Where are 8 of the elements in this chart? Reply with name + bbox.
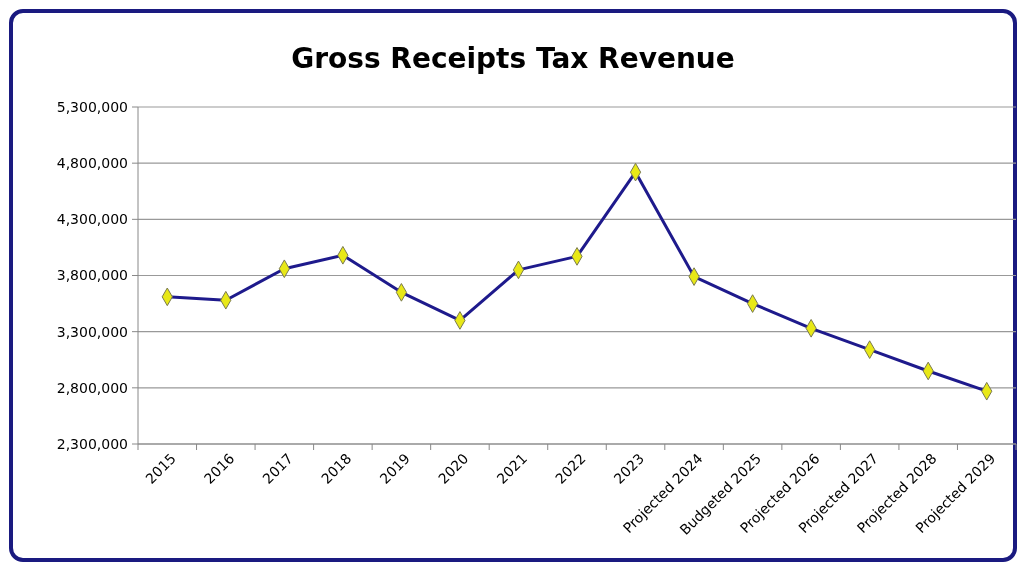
y-tick-label: 4,800,000 xyxy=(56,155,128,172)
chart-title: Gross Receipts Tax Revenue xyxy=(291,42,735,75)
y-tick-label: 3,800,000 xyxy=(56,267,128,284)
y-tick-label: 4,300,000 xyxy=(56,211,128,228)
y-tick-label: 2,800,000 xyxy=(56,379,128,396)
y-tick-label: 3,300,000 xyxy=(56,323,128,340)
y-tick-label: 2,300,000 xyxy=(56,435,128,452)
y-tick-label: 5,300,000 xyxy=(56,98,128,115)
